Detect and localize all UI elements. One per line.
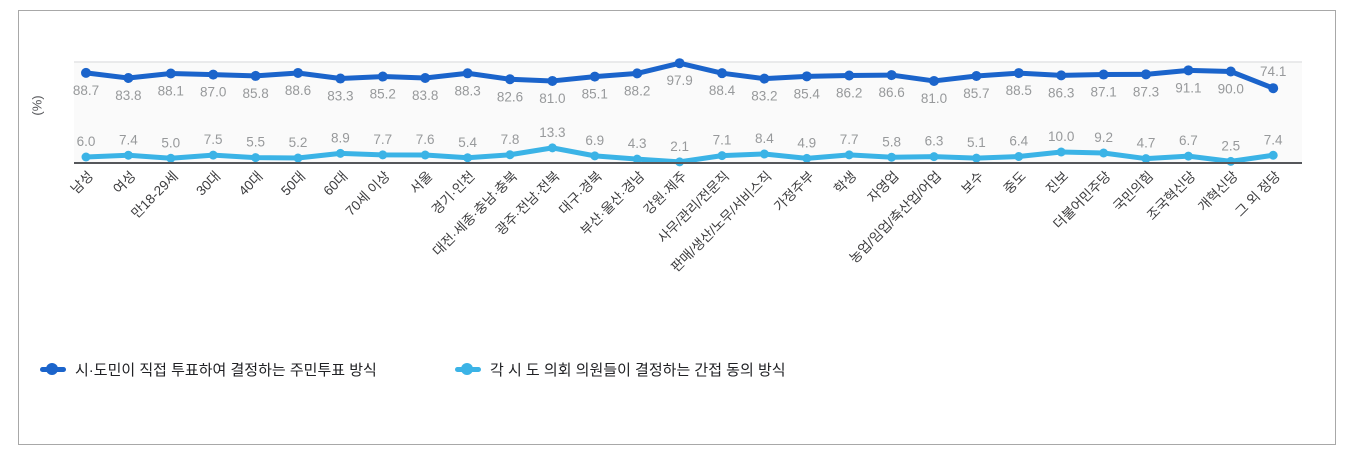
legend-label-direct-referendum: 시·도민이 직접 투표하여 결정하는 주민투표 방식	[75, 361, 377, 379]
legend-item-indirect-consent: 각 시 도 의회 의원들이 결정하는 간접 동의 방식	[455, 357, 786, 381]
series2-legend-marker-icon	[455, 363, 481, 375]
legend: 시·도민이 직접 투표하여 결정하는 주민투표 방식 각 시 도 의회 의원들이…	[0, 357, 1350, 381]
legend-label-indirect-consent: 각 시 도 의회 의원들이 결정하는 간접 동의 방식	[490, 361, 786, 379]
series1-legend-marker-icon	[40, 363, 66, 375]
legend-item-direct-referendum: 시·도민이 직접 투표하여 결정하는 주민투표 방식	[40, 357, 377, 381]
y-axis-label: (%)	[29, 95, 45, 116]
